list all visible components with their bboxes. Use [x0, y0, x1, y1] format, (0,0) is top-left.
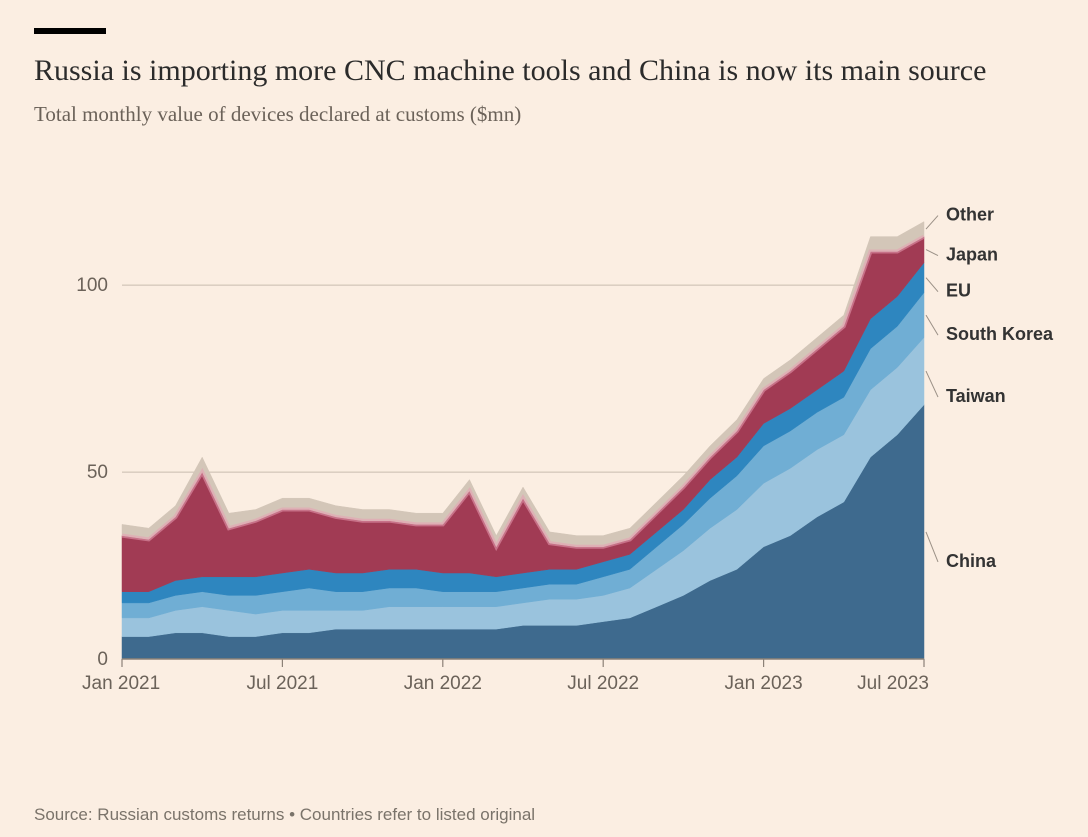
- y-tick-label: 50: [87, 462, 108, 483]
- chart-source: Source: Russian customs returns • Countr…: [34, 805, 535, 825]
- legend-leader: [926, 315, 938, 335]
- legend-label-south-korea: South Korea: [946, 324, 1054, 344]
- legend-label-taiwan: Taiwan: [946, 386, 1006, 406]
- x-tick-label: Jan 2023: [725, 673, 803, 694]
- chart-subtitle: Total monthly value of devices declared …: [34, 102, 1054, 127]
- legend-leader: [926, 277, 938, 291]
- x-tick-label: Jul 2023: [857, 673, 929, 694]
- legend-leader: [926, 249, 938, 255]
- legend-label-china: China: [946, 550, 997, 570]
- legend-leader: [926, 531, 938, 561]
- y-tick-label: 0: [97, 649, 108, 670]
- header-rule: [34, 28, 106, 34]
- chart-container: 0 50 100 Jan 2021 Jul 2021 Jan 2022 Jul 2022 Ja…: [34, 163, 1054, 723]
- chart-page: Russia is importing more CNC machine too…: [0, 0, 1088, 837]
- legend-leader: [926, 371, 938, 397]
- legend-label-other: Other: [946, 204, 994, 224]
- chart-title: Russia is importing more CNC machine too…: [34, 52, 994, 90]
- x-tick-label: Jul 2022: [567, 673, 639, 694]
- x-tick-label: Jul 2021: [246, 673, 318, 694]
- legend-label-japan: Japan: [946, 244, 998, 264]
- stacked-area-chart: 0 50 100 Jan 2021 Jul 2021 Jan 2022 Jul 2022 Ja…: [34, 163, 1054, 723]
- y-tick-label: 100: [76, 275, 108, 296]
- legend-label-eu: EU: [946, 280, 971, 300]
- x-tick-label: Jan 2021: [82, 673, 160, 694]
- x-tick-label: Jan 2022: [404, 673, 482, 694]
- legend-leader: [926, 215, 938, 229]
